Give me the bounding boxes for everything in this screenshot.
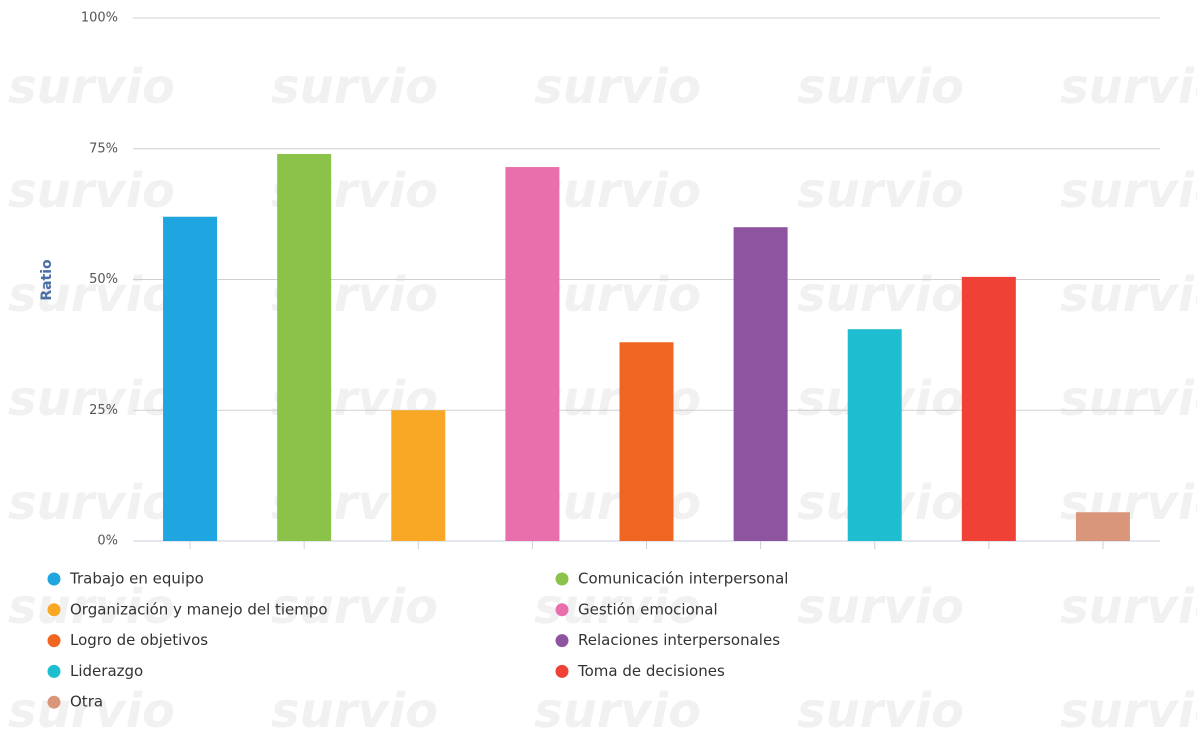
legend-marker bbox=[47, 572, 61, 586]
y-tick-label: 75% bbox=[89, 141, 118, 156]
watermark: survio bbox=[8, 163, 175, 219]
legend-label: Organización y manejo del tiempo bbox=[70, 600, 328, 618]
legend-label: Otra bbox=[70, 693, 103, 711]
watermark: survio bbox=[271, 59, 438, 115]
y-tick-label: 0% bbox=[97, 534, 118, 549]
legend-marker bbox=[47, 664, 61, 678]
watermark: survio bbox=[797, 163, 964, 219]
watermark: survio bbox=[797, 59, 964, 115]
watermark: survio bbox=[797, 683, 964, 738]
watermark: survio bbox=[8, 475, 175, 531]
bar bbox=[391, 410, 446, 541]
watermarks: survio survio survio survio survio survio surv… bbox=[8, 59, 1197, 738]
watermark: survio bbox=[8, 267, 175, 323]
y-tick-label: 50% bbox=[89, 272, 118, 287]
bar bbox=[619, 342, 674, 541]
bar bbox=[733, 227, 788, 541]
watermark: survio bbox=[1060, 267, 1197, 323]
y-tick-label: 25% bbox=[89, 403, 118, 418]
legend-label: Toma de decisiones bbox=[577, 662, 725, 680]
watermark: survio bbox=[8, 579, 175, 635]
legend-marker bbox=[47, 603, 61, 617]
bar bbox=[1075, 512, 1130, 541]
bar bbox=[505, 167, 560, 541]
bar bbox=[961, 276, 1016, 541]
legend-label: Liderazgo bbox=[70, 662, 143, 680]
legend-marker bbox=[47, 695, 61, 709]
y-axis-label: Ratio bbox=[39, 259, 55, 301]
legend-label: Comunicación interpersonal bbox=[578, 570, 788, 588]
watermark: survio bbox=[797, 579, 964, 635]
legend-label: Logro de objetivos bbox=[70, 631, 208, 649]
legend-marker bbox=[47, 634, 61, 648]
watermark: survio bbox=[271, 683, 438, 738]
bar bbox=[847, 329, 902, 541]
watermark: survio bbox=[1060, 371, 1197, 427]
legend-marker bbox=[555, 603, 569, 617]
legend-label: Trabajo en equipo bbox=[69, 570, 204, 588]
legend-marker bbox=[555, 572, 569, 586]
legend-marker bbox=[555, 634, 569, 648]
legend-label: Gestión emocional bbox=[578, 600, 718, 618]
watermark: survio bbox=[8, 371, 175, 427]
watermark: survio bbox=[534, 267, 701, 323]
watermark: survio bbox=[1060, 59, 1197, 115]
watermark: survio bbox=[1060, 579, 1197, 635]
watermark: survio bbox=[797, 267, 964, 323]
bar bbox=[163, 216, 218, 542]
watermark: survio bbox=[8, 683, 175, 738]
watermark: survio bbox=[1060, 683, 1197, 738]
watermark: survio bbox=[534, 683, 701, 738]
watermark: survio bbox=[8, 59, 175, 115]
legend-marker bbox=[555, 664, 569, 678]
bar bbox=[277, 153, 332, 542]
watermark: survio bbox=[271, 579, 438, 635]
y-tick-label: 100% bbox=[81, 11, 118, 26]
watermark: survio bbox=[1060, 163, 1197, 219]
watermark: survio bbox=[534, 59, 701, 115]
watermark: survio bbox=[534, 163, 701, 219]
legend-label: Relaciones interpersonales bbox=[578, 631, 780, 649]
